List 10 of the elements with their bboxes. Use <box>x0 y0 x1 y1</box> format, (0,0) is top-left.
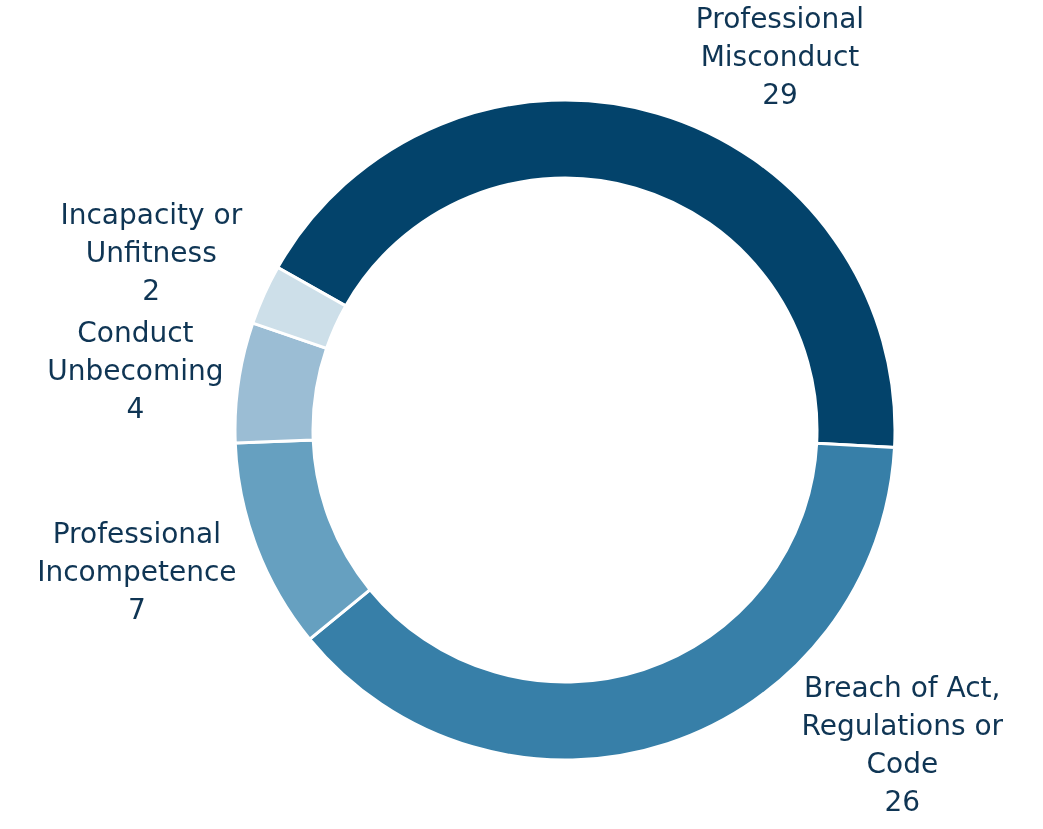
slice-label: Incapacity or Unfitness <box>60 197 243 269</box>
data-label: 29 <box>762 77 798 111</box>
slice-label: Breach of Act, Regulations or Code <box>801 670 1004 780</box>
slice-label: Conduct Unbecoming <box>47 315 224 387</box>
slice-label: Professional Incompetence <box>37 516 237 588</box>
data-label: 2 <box>142 273 161 307</box>
data-label: 7 <box>127 592 146 626</box>
data-label: 4 <box>126 391 145 425</box>
slice-label: Professional Misconduct <box>695 1 865 73</box>
data-label: 26 <box>884 784 921 818</box>
